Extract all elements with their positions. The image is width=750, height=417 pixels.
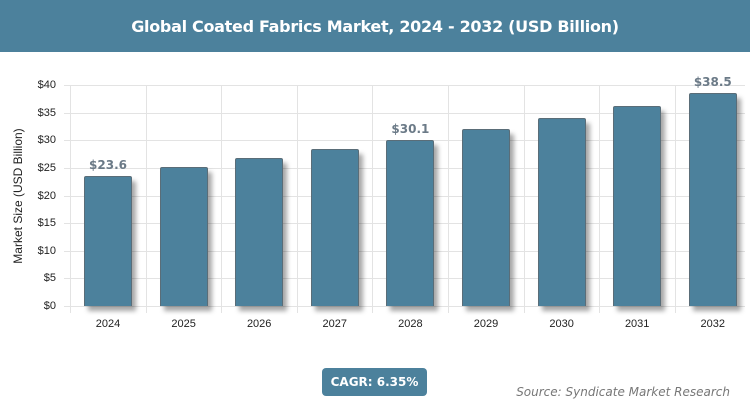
x-tick-label: 2027 xyxy=(322,318,348,330)
y-tick-label: $10 xyxy=(37,244,56,257)
x-tick-label: 2032 xyxy=(700,318,726,330)
x-tick-label: 2031 xyxy=(624,318,650,330)
gridline-horizontal xyxy=(64,85,745,86)
chart-title: Global Coated Fabrics Market, 2024 - 203… xyxy=(131,16,619,36)
gridline-vertical xyxy=(523,85,525,313)
x-tick-label: 2025 xyxy=(171,318,196,330)
y-tick-label: $40 xyxy=(37,79,56,91)
bar-2025 xyxy=(159,167,208,306)
x-tick-label: 2029 xyxy=(473,318,499,330)
x-tick-label: 2030 xyxy=(549,318,574,330)
bar-2024 xyxy=(84,175,132,306)
bar-2028 xyxy=(386,139,435,306)
bar-2027 xyxy=(310,149,359,306)
x-tick-label: 2024 xyxy=(95,318,121,330)
bar-2030 xyxy=(537,118,586,306)
bar-value-label: $23.6 xyxy=(89,157,127,172)
y-tick-label: $15 xyxy=(37,217,56,230)
bar-2026 xyxy=(235,158,284,306)
x-tick-label: 2028 xyxy=(398,318,423,330)
gridline-vertical xyxy=(70,85,71,313)
gridline-vertical xyxy=(296,85,298,313)
y-tick-label: $0 xyxy=(43,300,56,312)
bar-value-label: $30.1 xyxy=(391,121,430,136)
bar-2029 xyxy=(462,129,510,306)
gridline-horizontal xyxy=(64,306,745,307)
y-tick-label: $25 xyxy=(37,161,56,174)
y-tick-label: $30 xyxy=(37,134,56,147)
gridline-vertical xyxy=(674,85,676,313)
chart-header: Global Coated Fabrics Market, 2024 - 203… xyxy=(0,0,750,52)
x-tick-label: 2026 xyxy=(246,318,272,330)
bar-2031 xyxy=(613,105,662,306)
gridline-vertical xyxy=(372,85,374,313)
gridline-horizontal xyxy=(64,112,745,114)
source-note: Source: Syndicate Market Research xyxy=(516,385,730,399)
gridline-vertical xyxy=(145,85,147,313)
y-tick-label: $20 xyxy=(37,189,56,202)
y-tick-label: $5 xyxy=(43,272,56,285)
gridline-vertical xyxy=(221,85,223,313)
cagr-badge: CAGR: 6.35% xyxy=(322,368,427,396)
gridline-vertical xyxy=(448,85,449,313)
gridline-vertical xyxy=(599,85,601,313)
bar-value-label: $38.5 xyxy=(693,75,732,90)
y-tick-label: $35 xyxy=(37,106,56,119)
bar-2032 xyxy=(688,93,737,306)
